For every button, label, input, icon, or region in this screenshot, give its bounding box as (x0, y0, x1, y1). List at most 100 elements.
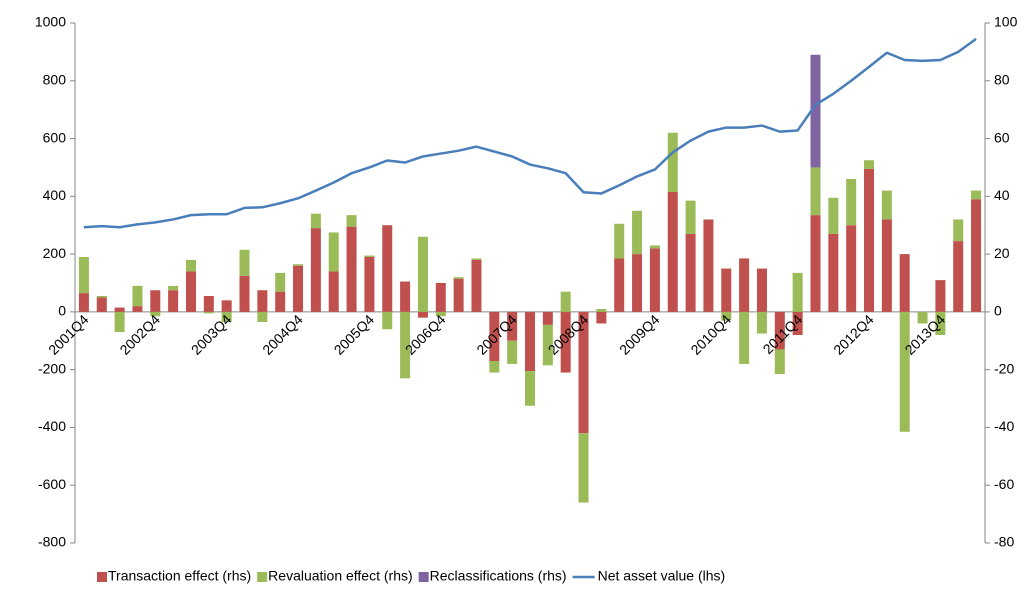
y-tick-label: 200 (43, 245, 67, 261)
bar (614, 223, 625, 259)
bar (971, 199, 982, 312)
bar (756, 268, 767, 312)
y-tick-label: 800 (43, 71, 67, 87)
bar (542, 324, 553, 366)
bar (471, 258, 482, 260)
line (83, 37, 977, 229)
bar (507, 340, 518, 364)
bar (756, 311, 767, 334)
bar (346, 215, 357, 227)
y-tick-label: -800 (38, 534, 66, 550)
bar (667, 132, 678, 192)
bar (542, 311, 553, 325)
bar (400, 311, 411, 379)
bar (792, 311, 803, 335)
y-tick-label: 400 (43, 187, 67, 203)
bar (417, 311, 428, 318)
bar (78, 257, 89, 294)
bar (864, 160, 875, 169)
y2-tick-label: -60 (994, 476, 1014, 492)
bar (596, 311, 607, 324)
y2-tick-label: -40 (994, 418, 1014, 434)
bar (507, 311, 518, 341)
bar (881, 190, 892, 220)
y2-tick-label: 0 (994, 303, 1002, 319)
bar (132, 285, 143, 307)
bar (293, 265, 304, 312)
bar (525, 311, 535, 372)
bar (578, 433, 589, 503)
bar (78, 293, 89, 312)
bar (310, 228, 321, 312)
y2-tick-label: 100 (994, 14, 1018, 30)
y2-tick-label: 60 (994, 129, 1010, 145)
x-tick-label: 2003Q4 (188, 311, 235, 358)
legend-swatch (97, 572, 107, 582)
bar (96, 296, 107, 298)
bar (114, 307, 125, 312)
y2-tick-label: 40 (994, 187, 1010, 203)
bar (810, 215, 821, 312)
bar (328, 271, 339, 312)
x-tick-label: 2001Q4 (45, 311, 92, 358)
bar (239, 275, 250, 312)
bar (221, 311, 232, 322)
bar (257, 290, 268, 312)
legend-label: Reclassifications (rhs) (430, 568, 567, 584)
bar (453, 278, 464, 312)
y2-tick-label: -80 (994, 534, 1014, 550)
x-tick-label: 2009Q4 (616, 311, 663, 358)
bar (150, 311, 161, 317)
legend-label: Net asset value (lhs) (598, 568, 726, 584)
bar (935, 311, 946, 335)
bar (649, 248, 660, 312)
bar (560, 311, 571, 373)
bar (846, 225, 857, 312)
x-tick-label: 2010Q4 (687, 311, 734, 358)
bar (721, 311, 732, 321)
bar (96, 297, 107, 312)
bar (792, 272, 803, 312)
bar (899, 311, 910, 432)
bar (203, 311, 214, 314)
bar (596, 309, 607, 312)
bar (828, 197, 839, 234)
bar (632, 254, 643, 312)
y2-tick-label: -20 (994, 360, 1014, 376)
bar (525, 371, 535, 406)
bar (417, 236, 428, 312)
bar (935, 280, 946, 312)
bar (185, 259, 196, 272)
bar (614, 258, 625, 312)
y-tick-label: -200 (38, 360, 66, 376)
legend-swatch (418, 572, 429, 582)
bar (328, 232, 339, 272)
bar (275, 272, 286, 292)
bar (828, 233, 839, 312)
legend-swatch (257, 572, 268, 582)
bar (168, 290, 179, 312)
bar (917, 311, 928, 324)
bar (881, 219, 892, 312)
bar (578, 311, 589, 434)
bar (471, 259, 482, 312)
x-tick-label: 2005Q4 (331, 311, 378, 358)
bar (864, 168, 875, 312)
bar (489, 361, 500, 373)
bar (185, 271, 196, 312)
bar (810, 167, 821, 216)
bar (774, 349, 785, 374)
bar (435, 283, 446, 312)
bar (132, 306, 143, 312)
y-tick-label: 0 (58, 303, 66, 319)
bar (114, 311, 125, 333)
bar (203, 296, 214, 312)
bar (489, 311, 500, 361)
bar (150, 290, 161, 312)
legend-label: Revaluation effect (rhs) (268, 568, 412, 584)
y2-tick-label: 80 (994, 71, 1010, 87)
bar (221, 300, 232, 312)
bar (453, 277, 464, 279)
bar (739, 258, 750, 312)
